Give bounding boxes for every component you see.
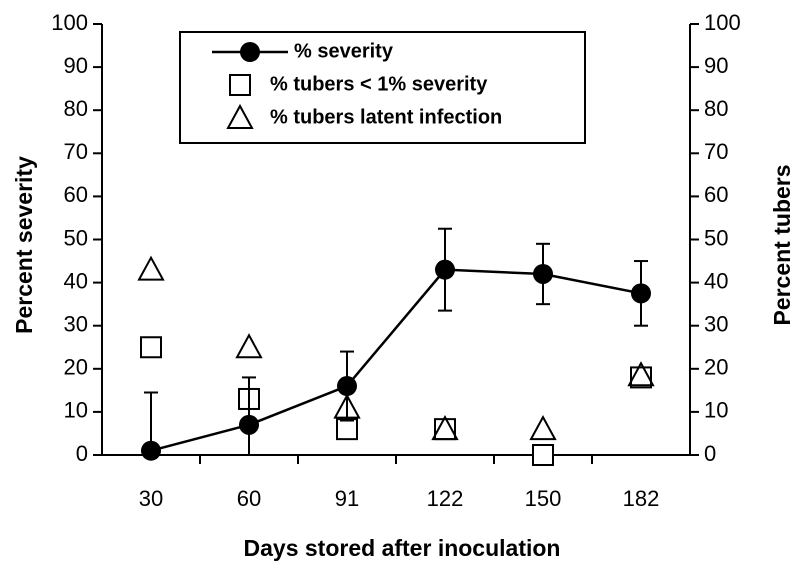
y2-tick-label: 40: [704, 268, 728, 293]
legend-marker: [240, 42, 260, 62]
point: [627, 361, 655, 387]
x-tick-label: 182: [623, 486, 660, 511]
point: [239, 414, 259, 435]
y2-tick-label: 30: [704, 312, 728, 337]
y-tick-label: 0: [76, 441, 88, 466]
y-tick-label: 40: [64, 268, 88, 293]
y-tick-label: 90: [64, 53, 88, 78]
point: [235, 333, 263, 359]
point: [631, 283, 651, 304]
x-axis-title: Days stored after inoculation: [244, 535, 561, 561]
point: [533, 263, 553, 284]
y-tick-label: 100: [51, 10, 88, 35]
point: [337, 376, 357, 397]
y-tick-label: 60: [64, 182, 88, 207]
y-tick-label: 80: [64, 96, 88, 121]
point: [435, 259, 455, 280]
point: [140, 336, 162, 359]
y-tick-label: 70: [64, 139, 88, 164]
legend-label: % tubers latent infection: [270, 106, 502, 128]
y2-tick-label: 50: [704, 225, 728, 250]
y-tick-label: 10: [64, 398, 88, 423]
point: [431, 415, 459, 441]
legend-marker: [226, 103, 254, 129]
y2-tick-label: 0: [704, 441, 716, 466]
point: [532, 444, 554, 466]
y2-axis-title: Percent tubers: [769, 164, 795, 325]
y2-tick-label: 80: [704, 96, 728, 121]
y2-tick-label: 90: [704, 53, 728, 78]
y2-tick-label: 10: [704, 398, 728, 423]
y-tick-label: 20: [64, 355, 88, 380]
y2-tick-label: 100: [704, 10, 741, 35]
legend-marker: [229, 74, 251, 96]
y2-tick-label: 60: [704, 182, 728, 207]
x-tick-label: 91: [335, 486, 359, 511]
y-tick-label: 30: [64, 312, 88, 337]
point: [336, 418, 358, 441]
x-tick-label: 60: [237, 486, 261, 511]
point: [141, 440, 161, 461]
x-tick-label: 30: [139, 486, 163, 511]
legend-label: % tubers < 1% severity: [270, 73, 488, 95]
series-line: [150, 268, 642, 452]
y2-tick-label: 20: [704, 355, 728, 380]
y-tick-label: 50: [64, 225, 88, 250]
y2-tick-label: 70: [704, 139, 728, 164]
legend-label: % severity: [294, 40, 394, 62]
x-tick-label: 150: [525, 486, 562, 511]
point: [529, 415, 557, 441]
y-axis-title: Percent severity: [11, 156, 37, 334]
x-tick-label: 122: [427, 486, 464, 511]
point: [137, 255, 165, 281]
